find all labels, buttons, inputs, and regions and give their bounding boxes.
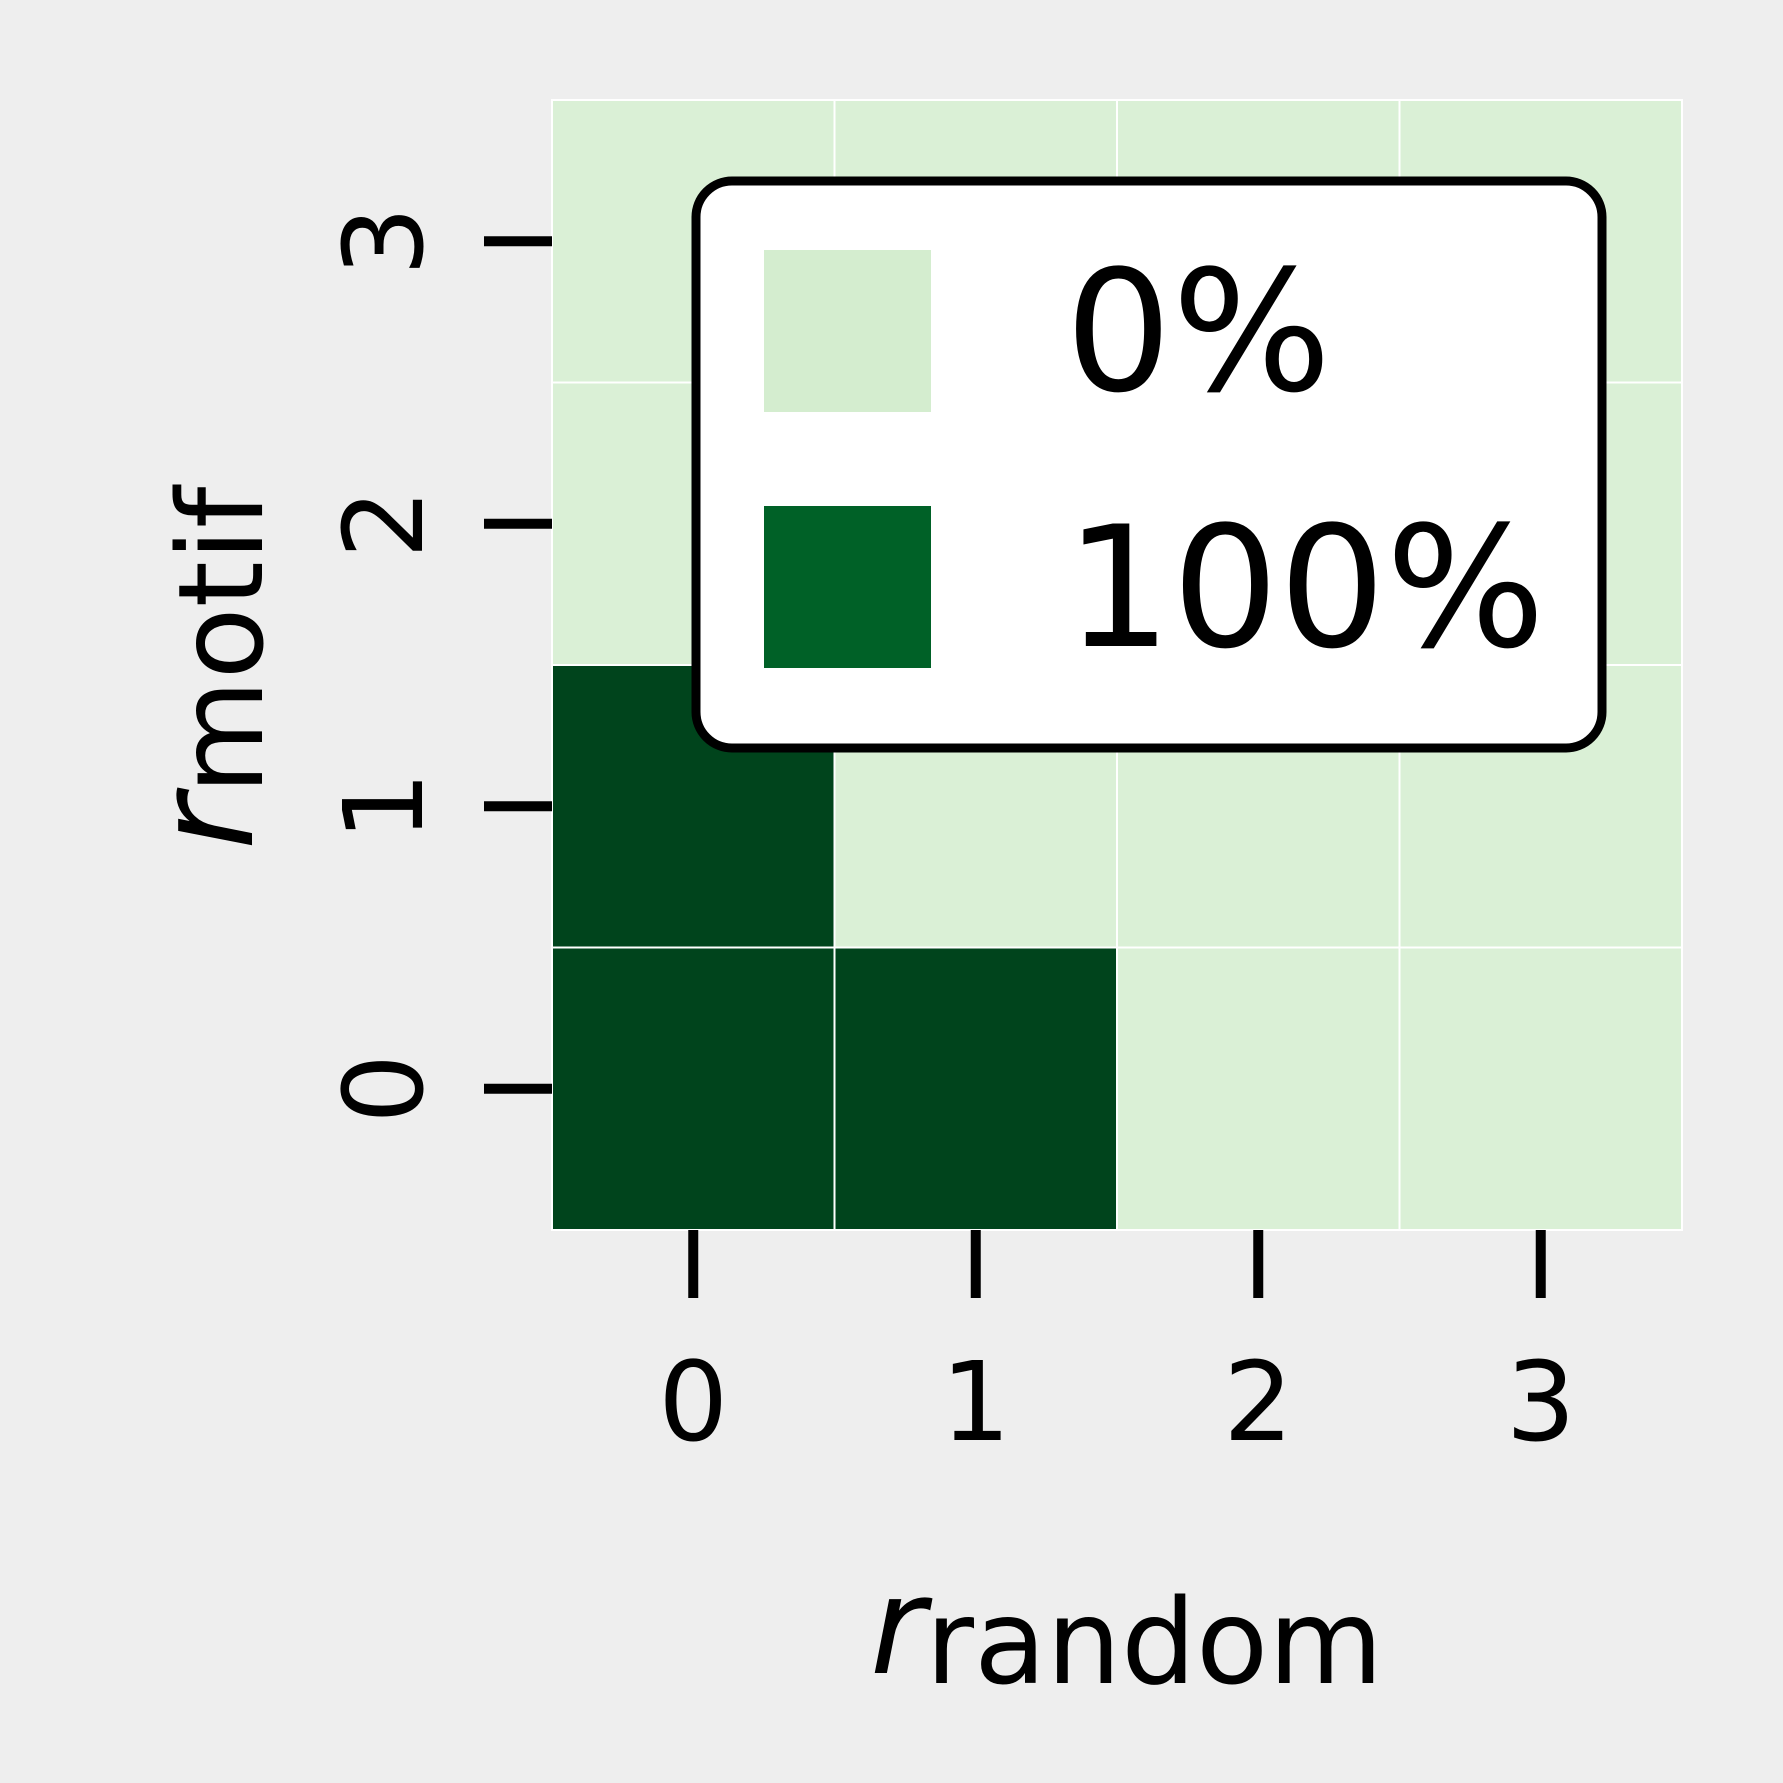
x-axis-ticks: 0 1 2 3 xyxy=(658,1230,1576,1466)
y-tick-label: 2 xyxy=(320,489,448,559)
y-tick-label: 3 xyxy=(320,206,448,276)
heatmap-cell-y0-x2 xyxy=(1116,946,1401,1231)
x-tick-label: 3 xyxy=(1506,1338,1576,1466)
legend-label: 100% xyxy=(1065,490,1545,686)
y-axis-ticks: 0 1 2 3 xyxy=(320,206,552,1124)
x-axis-label: rrandom xyxy=(870,1548,1383,1711)
legend-entries: 0% 100% xyxy=(764,234,1545,686)
x-axis-symbol: r xyxy=(870,1548,933,1705)
x-axis-subscript: random xyxy=(926,1573,1384,1711)
y-axis-symbol: r xyxy=(127,787,284,850)
y-axis-subscript: motif xyxy=(152,484,290,794)
x-tick-label: 1 xyxy=(941,1338,1011,1466)
legend: 0% 100% xyxy=(691,176,1607,753)
legend-label: 0% xyxy=(1065,234,1332,430)
y-axis-label: rmotif xyxy=(127,484,290,850)
heatmap-cell-y0-x1 xyxy=(833,946,1118,1231)
legend-swatch xyxy=(764,250,931,412)
x-tick-label: 2 xyxy=(1223,1338,1293,1466)
y-tick-label: 0 xyxy=(320,1054,448,1124)
y-tick-label: 1 xyxy=(320,771,448,841)
legend-swatch xyxy=(764,506,931,668)
x-tick-label: 0 xyxy=(658,1338,728,1466)
heatmap-cell-y0-x3 xyxy=(1398,946,1683,1231)
heatmap-cell-y0-x0 xyxy=(551,946,836,1231)
